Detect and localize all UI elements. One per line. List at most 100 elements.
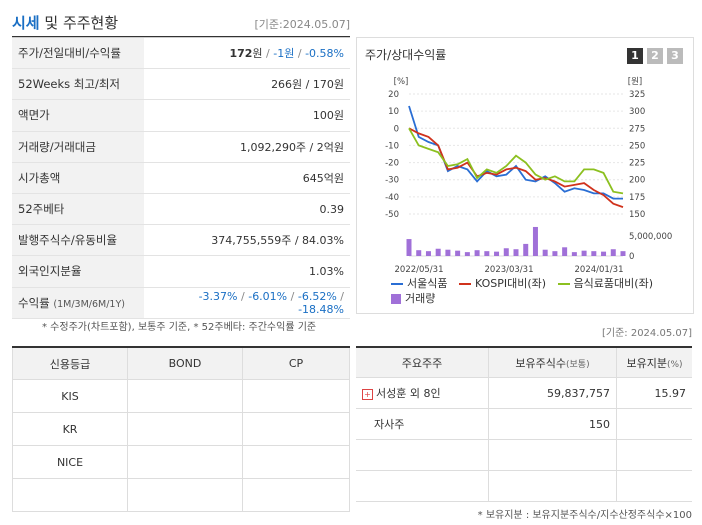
chart-page-2[interactable]: 2 — [647, 48, 663, 64]
stock-footnote: * 수정주가(차트포함), 보통주 기준, * 52주베타: 주간수익률 기준 — [42, 322, 317, 333]
shares-value: 374,755,559주 / 84.03% — [144, 224, 350, 257]
right-tick-label: 150 — [629, 210, 645, 220]
holder-footnote: * 보유지분 : 보유지분주식수/지수산정주식수×100 — [477, 510, 692, 521]
table-header-row: 주요주주 보유주식수(보통) 보유지분(%) — [356, 347, 692, 378]
table-row: 시가총액 645억원 — [12, 162, 350, 194]
right-tick-label: 300 — [629, 107, 645, 117]
volume-bar — [513, 249, 519, 256]
volume-bar — [571, 252, 577, 256]
par-label: 액면가 — [12, 99, 144, 132]
table-row: 발행주식수/유동비율 374,755,559주 / 84.03% — [12, 224, 350, 257]
table-row — [12, 478, 350, 512]
mcap-value: 645억원 — [144, 162, 350, 194]
legend-item: 거래량 — [391, 291, 435, 306]
right-tick-label: 225 — [629, 159, 645, 169]
column-header: 보유주식수(보통) — [488, 347, 617, 378]
table-row: 52Weeks 최고/최저 266원 / 170원 — [12, 68, 350, 101]
table-row: KR — [12, 412, 350, 446]
volume-bar — [562, 247, 568, 256]
right-tick-label: 250 — [629, 141, 645, 151]
holder-name: 자사주 — [356, 408, 489, 440]
expand-plus-icon[interactable]: + — [362, 388, 373, 400]
volume-tick-label: 5,000,000 — [629, 232, 672, 242]
volume-bar — [406, 239, 412, 256]
legend-item: KOSPI대비(좌) — [458, 276, 546, 291]
column-header: 주요주주 — [356, 347, 489, 378]
chart-title: 주가/상대수익률 — [365, 48, 447, 62]
table-row: 52주베타 0.39 — [12, 193, 350, 226]
volume-bar — [552, 251, 558, 256]
volume-value: 1,092,290주 / 2억원 — [144, 131, 350, 163]
left-tick-label: -50 — [385, 210, 399, 220]
table-row — [356, 470, 692, 502]
volume-bar — [455, 250, 461, 256]
volume-bar — [416, 250, 422, 256]
left-tick-label: -10 — [385, 141, 399, 151]
x-tick-label: 2022/05/31 — [395, 265, 444, 275]
column-header: 보유지분(%) — [616, 347, 692, 378]
section-header: 시세 및 주주현황 [기준:2024.05.07] — [12, 10, 350, 38]
volume-bar — [542, 249, 548, 256]
table-row — [356, 439, 692, 471]
volume-bar — [591, 251, 597, 256]
price-label: 주가/전일대비/수익률 — [12, 36, 144, 70]
beta-value: 0.39 — [144, 193, 350, 226]
credit-rating-table: 신용등급 BOND CP KIS KR NICE — [12, 346, 350, 512]
volume-bar — [445, 249, 451, 256]
foreign-value: 1.03% — [144, 255, 350, 288]
shares-label: 발행주식수/유동비율 — [12, 224, 144, 257]
relative-return-chart: [%] [원] 20 325 10 300 0 275 -10 250 -20 225 -30 200 -4… — [385, 77, 672, 275]
table-row: NICE — [12, 445, 350, 479]
return-value: -3.37% / -6.01% / -6.52% / -18.48% — [144, 287, 350, 319]
volume-bar — [523, 243, 529, 256]
right-tick-label: 325 — [629, 90, 645, 100]
par-value: 100원 — [144, 99, 350, 132]
table-header-row: 신용등급 BOND CP — [12, 346, 350, 380]
volume-bar — [601, 251, 607, 256]
right-tick-label: 200 — [629, 176, 645, 186]
volume-bar — [503, 248, 509, 256]
table-row: 외국인지분율 1.03% — [12, 255, 350, 288]
volume-bar — [532, 226, 538, 256]
left-tick-label: 0 — [394, 124, 399, 134]
major-shareholder-table: 주요주주 보유주식수(보통) 보유지분(%) + 서성훈 외 8인 59,837,… — [356, 346, 692, 502]
table-row: KIS — [12, 379, 350, 413]
volume-label: 거래량/거래대금 — [12, 131, 144, 163]
left-tick-label: 10 — [388, 107, 399, 117]
holder-name[interactable]: + 서성훈 외 8인 — [356, 377, 489, 409]
w52-label: 52Weeks 최고/최저 — [12, 68, 144, 101]
table-row: 거래량/거래대금 1,092,290주 / 2억원 — [12, 131, 350, 163]
volume-bar — [484, 251, 490, 256]
volume-bar — [494, 251, 500, 256]
column-header: BOND — [127, 346, 243, 380]
series-line — [408, 127, 624, 208]
volume-bar — [581, 250, 587, 256]
volume-zero-label: 0 — [629, 252, 634, 262]
chart-legend: 서울식품 KOSPI대비(좌) 음식료품대비(좌) 거래량 — [391, 276, 691, 306]
x-tick-label: 2023/03/31 — [485, 265, 534, 275]
table-row: 자사주 150 — [356, 408, 692, 440]
series-line — [408, 127, 624, 195]
column-header: CP — [242, 346, 350, 380]
table-row: 액면가 100원 — [12, 99, 350, 132]
table-row: 주가/전일대비/수익률 172원 / -1원 / -0.58% — [12, 36, 350, 70]
left-tick-label: -20 — [385, 159, 399, 169]
w52-value: 266원 / 170원 — [144, 68, 350, 101]
section-title: 시세 및 주주현황 — [12, 14, 119, 32]
chart-page-3[interactable]: 3 — [667, 48, 683, 64]
foreign-label: 외국인지분율 — [12, 255, 144, 288]
left-tick-label: -30 — [385, 176, 399, 186]
chart-page-1[interactable]: 1 — [627, 48, 643, 64]
mcap-label: 시가총액 — [12, 162, 144, 194]
as-of-date: [기준:2024.05.07] — [254, 18, 350, 31]
column-header: 신용등급 — [12, 346, 128, 380]
return-label: 수익률 (1M/3M/6M/1Y) — [12, 287, 144, 319]
table-row: + 서성훈 외 8인 59,837,757 15.97 — [356, 377, 692, 409]
price-value: 172원 / -1원 / -0.58% — [144, 36, 350, 70]
volume-bar — [425, 251, 431, 256]
left-tick-label: 20 — [388, 90, 399, 100]
beta-label: 52주베타 — [12, 193, 144, 226]
legend-item: 음식료품대비(좌) — [557, 276, 653, 291]
